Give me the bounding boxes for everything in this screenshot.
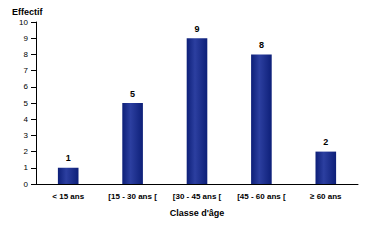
svg-text:[45 - 60 ans [: [45 - 60 ans [ (237, 192, 286, 201)
svg-text:3: 3 (24, 131, 29, 140)
svg-text:5: 5 (130, 89, 135, 99)
svg-text:1: 1 (24, 163, 29, 172)
svg-text:9: 9 (24, 34, 29, 43)
svg-text:Effectif: Effectif (12, 7, 44, 17)
svg-text:8: 8 (259, 40, 264, 50)
svg-text:10: 10 (19, 18, 28, 27)
svg-text:< 15 ans: < 15 ans (52, 192, 84, 201)
svg-text:1: 1 (66, 153, 71, 163)
svg-text:2: 2 (323, 137, 328, 147)
svg-text:9: 9 (194, 24, 199, 34)
svg-text:0: 0 (24, 180, 29, 189)
svg-text:≥ 60 ans: ≥ 60 ans (310, 192, 342, 201)
svg-text:4: 4 (24, 115, 29, 124)
svg-text:6: 6 (24, 82, 29, 91)
svg-text:7: 7 (24, 66, 29, 75)
svg-text:Classe d'âge: Classe d'âge (170, 208, 225, 218)
svg-text:[30 - 45 ans [: [30 - 45 ans [ (173, 192, 222, 201)
svg-text:5: 5 (24, 99, 29, 108)
svg-text:[15 - 30 ans [: [15 - 30 ans [ (108, 192, 157, 201)
svg-text:2: 2 (24, 147, 29, 156)
svg-text:8: 8 (24, 50, 29, 59)
